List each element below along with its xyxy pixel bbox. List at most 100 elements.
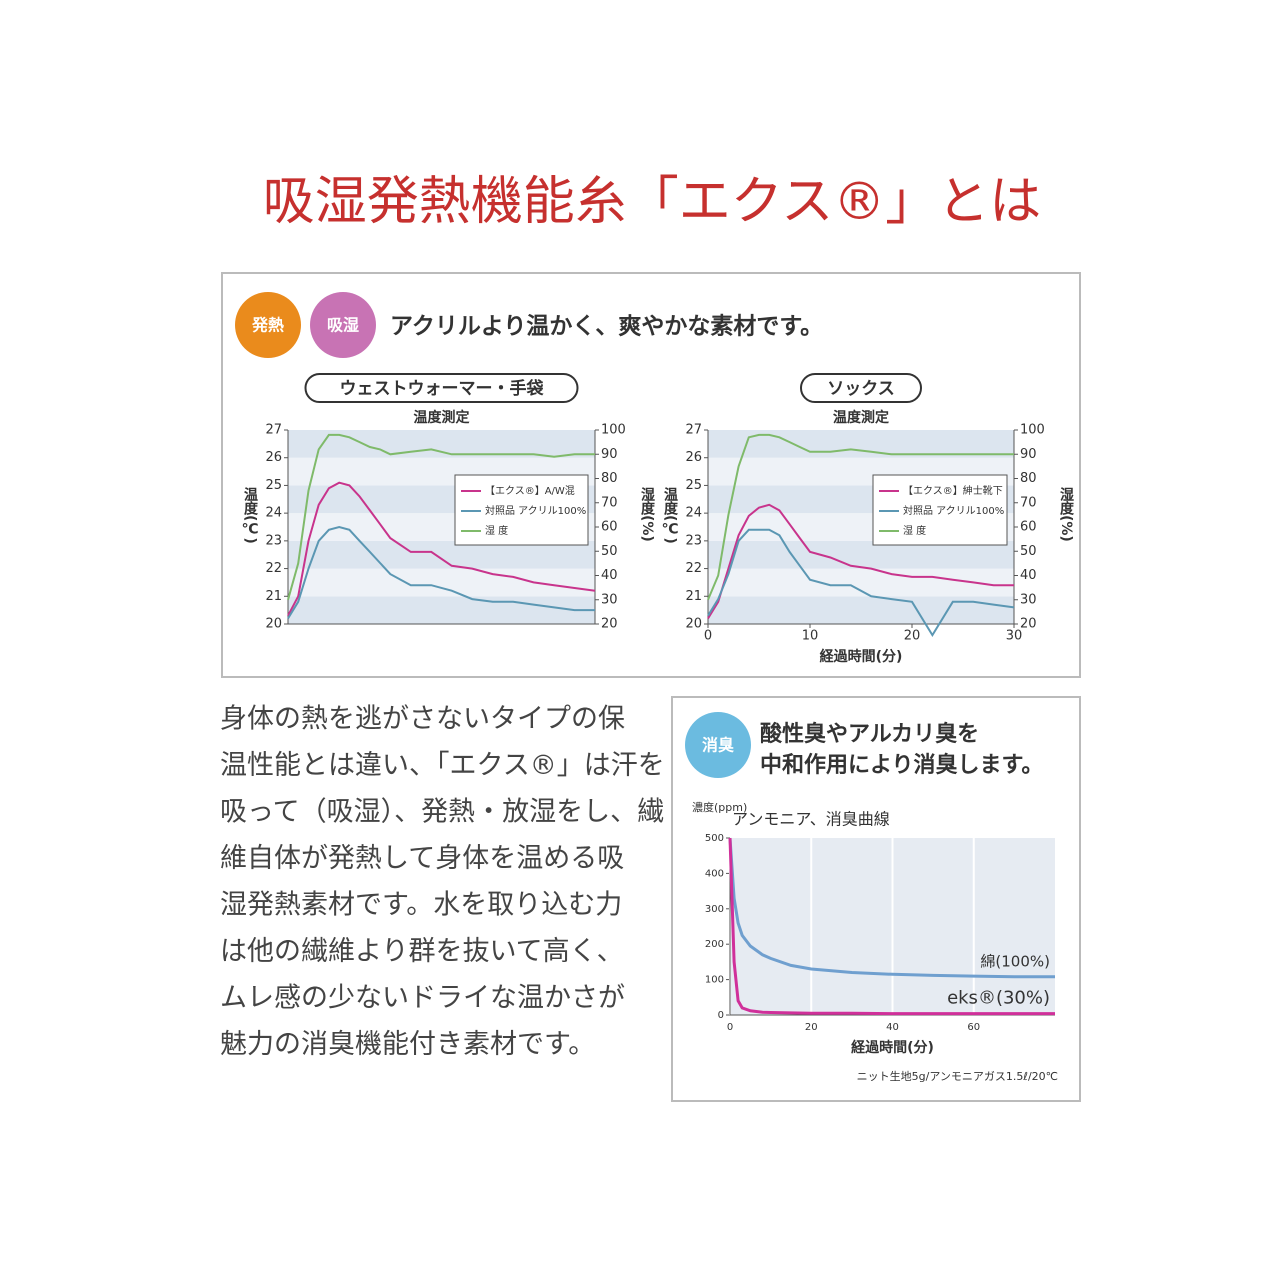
chart-title: ソックス — [827, 379, 895, 399]
x-tick-label: 60 — [967, 1022, 980, 1033]
x-axis-label: 経過時間(分) — [851, 1039, 934, 1056]
y-tick-label: 400 — [705, 868, 724, 879]
legend-label: 湿 度 — [903, 524, 926, 537]
legend-label: 対照品 アクリル100% — [485, 504, 586, 517]
badge — [310, 292, 376, 358]
legend-label: 【エクス®】A/W混 — [485, 485, 575, 497]
y2-tick-label: 70 — [601, 495, 618, 510]
y-tick-label: 20 — [265, 617, 282, 632]
y2-tick-label: 90 — [601, 447, 618, 462]
y-axis-label: 温度(℃) — [661, 487, 678, 544]
y2-tick-label: 30 — [1020, 592, 1037, 607]
y-tick-label: 27 — [265, 423, 282, 438]
y-axis-label: 濃度(ppm) — [692, 800, 747, 814]
badge — [235, 292, 301, 358]
body-line: ムレ感の少ないドライな温かさが — [220, 983, 625, 1014]
y-tick-label: 24 — [265, 506, 282, 521]
badge-label: 発熱 — [251, 316, 284, 335]
body-line: 吸って（吸湿）、発熱・放湿をし、繊 — [220, 797, 664, 828]
footnote: ニット生地5g/アンモニアガス1.5ℓ/20℃ — [857, 1069, 1058, 1083]
y-tick-label: 22 — [265, 561, 282, 576]
y-tick-label: 0 — [718, 1010, 724, 1021]
y-tick-label: 100 — [705, 975, 724, 986]
legend-label: 湿 度 — [485, 524, 508, 537]
y2-tick-label: 30 — [601, 592, 618, 607]
y2-tick-label: 80 — [1020, 471, 1037, 486]
x-axis-label: 経過時間(分) — [820, 648, 903, 665]
body-line: 維自体が発熱して身体を温める吸 — [220, 843, 624, 874]
y2-tick-label: 60 — [601, 520, 618, 535]
y2-tick-label: 60 — [1020, 520, 1037, 535]
y2-tick-label: 50 — [601, 544, 618, 559]
y2-tick-label: 100 — [1020, 423, 1045, 438]
x-tick-label: 20 — [805, 1022, 818, 1033]
series-line — [287, 433, 595, 601]
y-tick-label: 26 — [265, 450, 282, 465]
y-tick-label: 200 — [705, 939, 724, 950]
series-line — [728, 837, 1055, 979]
y-tick-label: 21 — [265, 589, 282, 604]
chart-title: アンモニア、消臭曲線 — [732, 810, 890, 829]
x-tick-label: 10 — [802, 629, 819, 644]
body-line: 湿発熱素材です。水を取り込む力 — [220, 890, 622, 921]
y-tick-label: 25 — [265, 478, 282, 493]
deodor-panel — [671, 696, 1081, 1102]
plot-band — [288, 568, 595, 597]
tagline: 酸性臭やアルカリ臭を — [760, 721, 979, 747]
body-line: は他の繊維より群を抜いて高く、 — [220, 936, 624, 967]
y2-tick-label: 50 — [1020, 544, 1037, 559]
y-tick-label: 24 — [685, 506, 702, 521]
badge-label: 吸湿 — [327, 316, 359, 335]
series-line — [728, 837, 1055, 1016]
title-pill — [304, 373, 579, 403]
badge — [685, 712, 751, 778]
body-line: 身体の熱を逃がさないタイプの保 — [220, 704, 625, 735]
y2-tick-label: 20 — [601, 617, 618, 632]
y-tick-label: 20 — [685, 617, 702, 632]
y2-tick-label: 90 — [1020, 447, 1037, 462]
y2-axis-label: 湿度(%) — [639, 487, 655, 542]
y-tick-label: 21 — [685, 589, 702, 604]
x-tick-label: 30 — [1006, 629, 1023, 644]
series-line — [707, 433, 1014, 601]
y-axis-label: 温度(℃) — [241, 487, 258, 544]
y-tick-label: 23 — [265, 533, 282, 548]
y-tick-label: 22 — [685, 561, 702, 576]
y2-axis-label: 湿度(%) — [1058, 487, 1074, 542]
tagline: 中和作用により消臭します。 — [760, 752, 1043, 778]
chart-subtitle: 温度測定 — [833, 409, 889, 426]
title-pill — [800, 373, 922, 403]
y2-tick-label: 70 — [1020, 495, 1037, 510]
y2-tick-label: 80 — [601, 471, 618, 486]
body-line: 魅力の消臭機能付き素材です。 — [220, 1029, 595, 1060]
y-tick-label: 300 — [705, 904, 724, 915]
body-line: 温性能とは違い、「エクス®」は汗を — [220, 750, 665, 781]
y-tick-label: 23 — [685, 533, 702, 548]
y-tick-label: 25 — [685, 478, 702, 493]
x-tick-label: 0 — [727, 1022, 733, 1033]
plot-band — [288, 596, 595, 624]
x-tick-label: 40 — [886, 1022, 899, 1033]
tagline: アクリルより温かく、爽やかな素材です。 — [390, 313, 823, 340]
y2-tick-label: 20 — [1020, 617, 1037, 632]
series-line — [707, 528, 1015, 638]
page-title: 吸湿発熱機能糸「エクス®」とは — [263, 172, 1041, 232]
y2-tick-label: 100 — [601, 423, 626, 438]
y-tick-label: 27 — [685, 423, 702, 438]
badge-label: 消臭 — [702, 736, 734, 755]
plot-band — [708, 596, 1014, 624]
y-tick-label: 500 — [705, 833, 724, 844]
legend-label: 対照品 アクリル100% — [903, 504, 1004, 517]
chart-title: ウェストウォーマー・手袋 — [340, 378, 545, 399]
chart-subtitle: 温度測定 — [414, 409, 470, 426]
x-tick-label: 20 — [904, 629, 921, 644]
y2-tick-label: 40 — [601, 568, 618, 583]
series-line — [287, 525, 595, 620]
series-line — [287, 481, 596, 617]
series-label: 綿(100%) — [980, 952, 1050, 970]
y-tick-label: 26 — [685, 450, 702, 465]
series-line — [707, 503, 1014, 620]
x-tick-label: 0 — [704, 629, 712, 644]
